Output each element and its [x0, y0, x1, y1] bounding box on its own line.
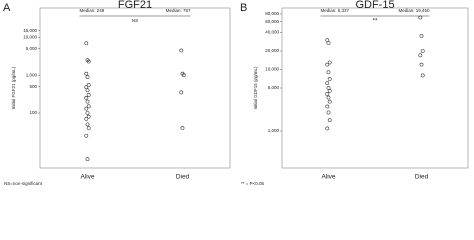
y-tick-label: 100: [29, 110, 37, 115]
y-tick-label: 5,000: [26, 46, 38, 51]
y-tick-label: 500: [29, 84, 37, 89]
data-point: [326, 110, 331, 115]
panel-label: B: [240, 2, 247, 14]
median-label: Median: 757: [166, 8, 191, 13]
data-point: [327, 77, 332, 81]
significance-label: NS: [132, 18, 138, 23]
data-point: [86, 59, 91, 64]
data-point: [418, 53, 423, 58]
data-point: [84, 41, 89, 46]
data-point: [84, 71, 89, 76]
data-point: [327, 60, 332, 65]
y-tick-label: 60,000: [265, 19, 279, 24]
footnote: NS=non-significant: [4, 181, 43, 186]
median-label: Median: 19,450: [398, 8, 430, 13]
y-tick-label: 5,000: [268, 85, 280, 90]
data-point: [85, 157, 90, 162]
data-point: [84, 133, 89, 138]
data-point: [418, 15, 423, 20]
data-point: [326, 95, 331, 100]
y-tick-label: 1,000: [268, 128, 280, 133]
y-tick-label: 20,000: [265, 48, 279, 53]
data-point: [420, 49, 425, 53]
x-tick-label: Alive: [80, 174, 94, 181]
y-tick-label: 80,000: [265, 11, 279, 16]
data-point: [327, 118, 332, 123]
data-point: [420, 73, 425, 78]
median-label: Median: 248: [80, 8, 105, 13]
data-point: [85, 88, 90, 93]
y-tick-label: 15,000: [23, 28, 37, 33]
y-axis-label: Initial GDF15 (pg/mL): [253, 66, 258, 110]
data-point: [86, 126, 91, 130]
y-tick-label: 40,000: [265, 30, 279, 35]
x-tick-label: Died: [415, 174, 429, 181]
x-tick-label: Died: [176, 174, 190, 181]
median-label: Median: 5,337: [321, 8, 350, 13]
chart-title: FGF21: [118, 0, 152, 11]
data-point: [326, 70, 331, 75]
figure: A FGF21 Initial FGF21 (pg/mL) 100 500 1,000 5,…: [3, 0, 469, 186]
footnote: ** = P<0.05: [241, 181, 265, 186]
data-point: [179, 48, 184, 53]
data-point: [179, 90, 184, 95]
data-point: [325, 62, 330, 67]
plot-frame: [281, 7, 469, 169]
x-tick-label: Alive: [321, 174, 335, 181]
significance-label: **: [372, 18, 378, 25]
data-point: [85, 99, 90, 104]
data-point: [327, 88, 332, 93]
data-point: [325, 104, 330, 109]
data-point: [419, 62, 424, 67]
data-point: [86, 114, 91, 119]
data-point: [84, 116, 89, 121]
data-point: [86, 104, 91, 109]
data-point: [86, 93, 91, 97]
data-point: [325, 81, 330, 86]
data-point: [326, 41, 331, 45]
data-point: [84, 106, 89, 111]
data-point: [327, 99, 332, 104]
plot-frame: [39, 7, 231, 169]
y-tick-label: 10,000: [265, 67, 279, 72]
data-point: [181, 73, 186, 78]
data-point: [325, 92, 330, 96]
y-tick-label: 10,000: [23, 35, 37, 40]
data-point: [85, 75, 90, 79]
data-point: [325, 126, 330, 131]
y-tick-label: 1,000: [26, 72, 38, 77]
data-point: [85, 111, 90, 115]
data-point: [419, 34, 424, 38]
y-axis-label: Initial FGF21 (pg/mL): [11, 66, 16, 109]
chart-title: GDF-15: [355, 0, 394, 11]
data-point: [180, 126, 185, 130]
data-point: [86, 83, 91, 87]
panel-label: A: [3, 2, 11, 14]
data-point: [85, 122, 90, 127]
data-point: [84, 96, 89, 100]
